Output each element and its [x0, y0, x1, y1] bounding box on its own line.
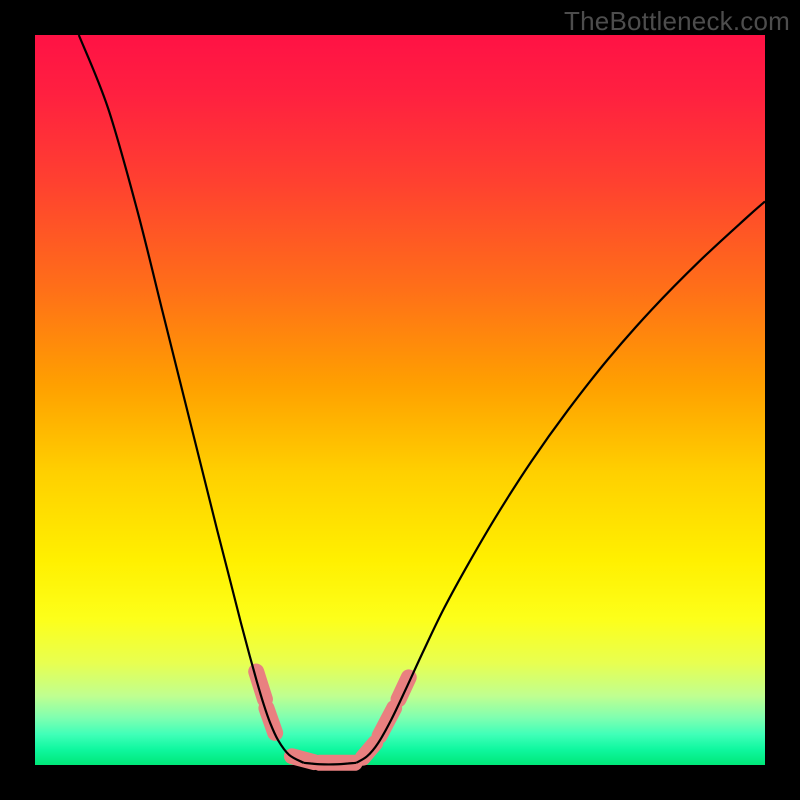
watermark-text: TheBottleneck.com — [564, 6, 790, 37]
data-markers — [256, 672, 409, 763]
data-marker — [380, 708, 395, 736]
chart-overlay — [35, 35, 765, 765]
curve-left-branch — [79, 35, 304, 763]
plot-area — [35, 35, 765, 765]
curve-right-branch — [356, 201, 765, 762]
